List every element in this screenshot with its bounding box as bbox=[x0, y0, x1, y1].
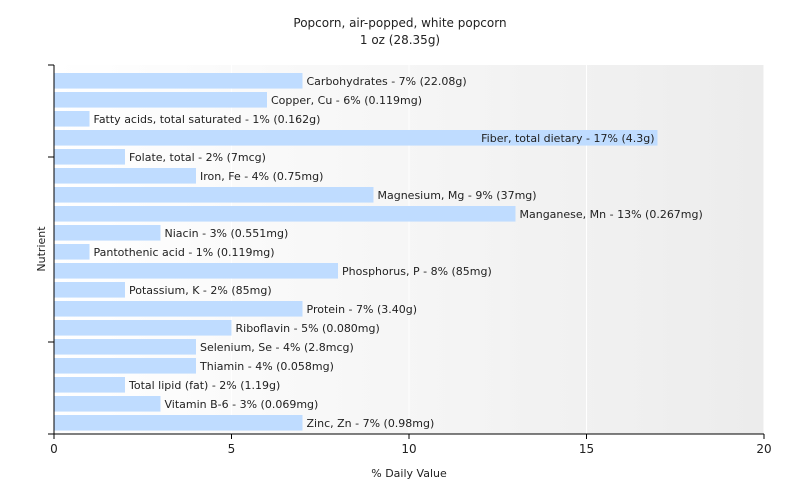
bar-label: Selenium, Se - 4% (2.8mcg) bbox=[200, 341, 354, 354]
bar-label: Vitamin B-6 - 3% (0.069mg) bbox=[165, 398, 319, 411]
bar bbox=[54, 130, 658, 146]
bar-label: Carbohydrates - 7% (22.08g) bbox=[307, 75, 467, 88]
bar-label: Iron, Fe - 4% (0.75mg) bbox=[200, 170, 323, 183]
bar bbox=[54, 320, 232, 336]
bar-label: Riboflavin - 5% (0.080mg) bbox=[236, 322, 380, 335]
bar bbox=[54, 339, 196, 355]
bars bbox=[54, 73, 658, 431]
x-ticks: 0 5 10 15 20 bbox=[50, 434, 772, 456]
bar bbox=[54, 149, 125, 165]
bar-label: Protein - 7% (3.40g) bbox=[307, 303, 418, 316]
grid bbox=[231, 65, 765, 434]
bar-label: Phosphorus, P - 8% (85mg) bbox=[342, 265, 492, 278]
x-tick-label: 0 bbox=[50, 442, 58, 456]
bar bbox=[54, 263, 338, 279]
bar bbox=[54, 225, 161, 241]
bar bbox=[54, 377, 125, 393]
bar bbox=[54, 301, 303, 317]
bar bbox=[54, 168, 196, 184]
chart-subtitle: 1 oz (28.35g) bbox=[360, 33, 440, 47]
bar bbox=[54, 396, 161, 412]
bar bbox=[54, 282, 125, 298]
x-axis-label: % Daily Value bbox=[371, 467, 447, 480]
bar bbox=[54, 92, 267, 108]
x-tick-label: 5 bbox=[228, 442, 236, 456]
x-tick-label: 15 bbox=[579, 442, 594, 456]
bar-label: Magnesium, Mg - 9% (37mg) bbox=[378, 189, 537, 202]
bar-label: Fiber, total dietary - 17% (4.3g) bbox=[481, 132, 654, 145]
bar-labels: Carbohydrates - 7% (22.08g) Copper, Cu - … bbox=[94, 75, 703, 430]
bar-label: Folate, total - 2% (7mcg) bbox=[129, 151, 266, 164]
bar bbox=[54, 415, 303, 431]
bar bbox=[54, 187, 374, 203]
bar bbox=[54, 358, 196, 374]
bar-label: Potassium, K - 2% (85mg) bbox=[129, 284, 272, 297]
bar-label: Fatty acids, total saturated - 1% (0.162… bbox=[94, 113, 321, 126]
bar-label: Pantothenic acid - 1% (0.119mg) bbox=[94, 246, 275, 259]
bar-label: Total lipid (fat) - 2% (1.19g) bbox=[128, 379, 280, 392]
x-tick-label: 10 bbox=[401, 442, 416, 456]
chart-title: Popcorn, air-popped, white popcorn bbox=[293, 16, 506, 30]
bar bbox=[54, 206, 516, 222]
bar-label: Zinc, Zn - 7% (0.98mg) bbox=[307, 417, 435, 430]
y-axis-label: Nutrient bbox=[35, 226, 48, 272]
x-tick-label: 20 bbox=[756, 442, 771, 456]
bar-label: Thiamin - 4% (0.058mg) bbox=[199, 360, 334, 373]
bar bbox=[54, 73, 303, 89]
bar bbox=[54, 244, 90, 260]
bar-label: Manganese, Mn - 13% (0.267mg) bbox=[520, 208, 703, 221]
bar-label: Niacin - 3% (0.551mg) bbox=[165, 227, 289, 240]
bar bbox=[54, 111, 90, 127]
bar-label: Copper, Cu - 6% (0.119mg) bbox=[271, 94, 422, 107]
